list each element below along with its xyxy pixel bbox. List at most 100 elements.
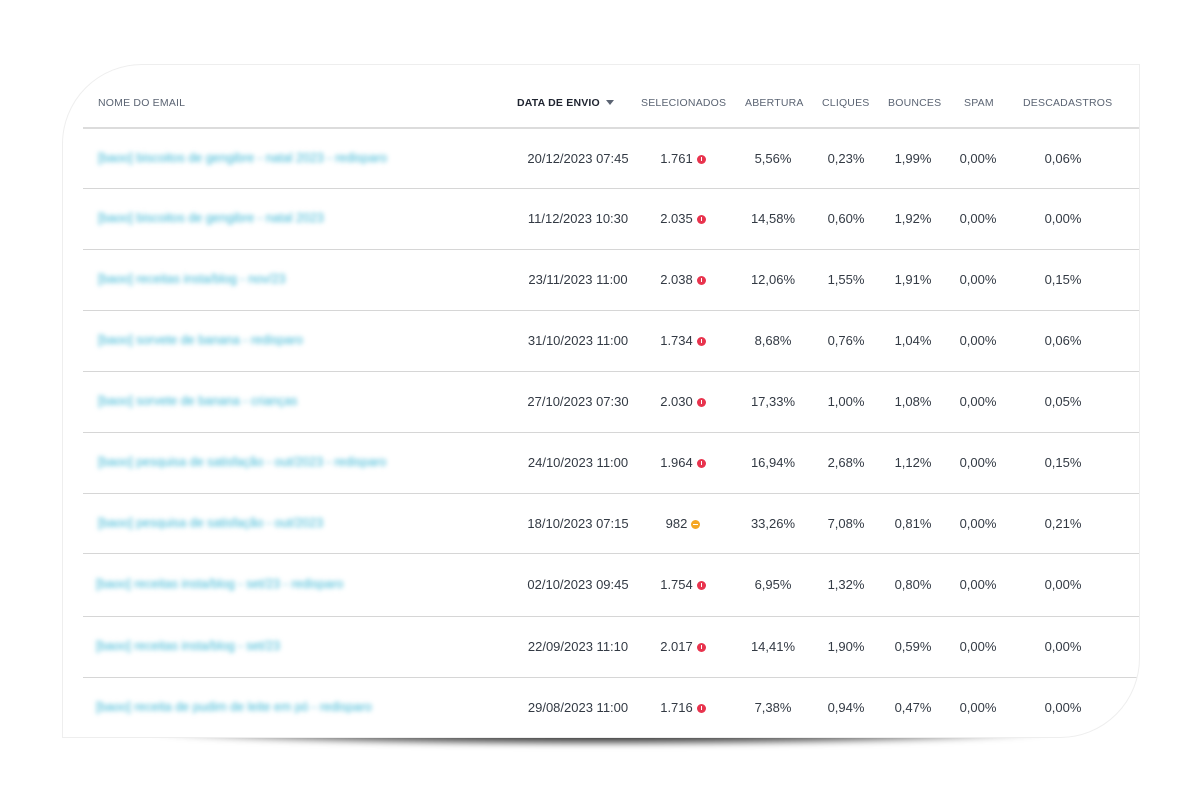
selected-count-cell: 1.754 — [638, 577, 728, 592]
spam-rate: 0,00% — [959, 272, 997, 287]
unsubscribe-rate: 0,00% — [1044, 211, 1082, 226]
open-rate: 16,94% — [750, 455, 796, 470]
email-name-link[interactable]: [baoo] receitas insta/blog - nov/23 — [98, 272, 286, 286]
send-date: 29/08/2023 11:00 — [527, 700, 629, 715]
table-row[interactable]: [baoo] sorvete de banana - crianças 27/10… — [83, 372, 1139, 433]
email-name-link[interactable]: [baoo] biscoitos de gengibre - natal 202… — [98, 151, 388, 165]
column-header-open[interactable]: ABERTURA — [745, 97, 804, 109]
column-header-selected[interactable]: SELECIONADOS — [641, 97, 727, 109]
email-table: NOME DO EMAIL DATA DE ENVIO SELECIONADOS… — [83, 65, 1139, 737]
alert-exclamation-icon[interactable] — [696, 704, 706, 714]
alert-exclamation-icon[interactable] — [696, 643, 706, 653]
email-name-link[interactable]: [baoo] biscoitos de gengibre - natal 202… — [98, 211, 324, 225]
send-date: 31/10/2023 11:00 — [527, 333, 629, 348]
selected-count: 982 — [665, 516, 688, 531]
bounce-rate: 1,04% — [894, 333, 932, 348]
bounce-rate: 0,47% — [894, 700, 932, 715]
alert-exclamation-icon[interactable] — [696, 215, 706, 225]
email-name-link[interactable]: [baoo] receitas insta/blog - set/23 — [96, 639, 281, 653]
click-rate: 1,90% — [827, 639, 865, 654]
selected-count-cell: 2.017 — [638, 639, 728, 654]
alert-exclamation-icon[interactable] — [696, 398, 706, 408]
selected-count-cell: 982 — [638, 516, 728, 531]
column-header-spam[interactable]: SPAM — [964, 97, 994, 109]
send-date: 22/09/2023 11:10 — [527, 639, 629, 654]
spam-rate: 0,00% — [959, 639, 997, 654]
selected-count: 1.716 — [660, 700, 693, 715]
unsubscribe-rate: 0,06% — [1044, 151, 1082, 166]
column-header-clicks[interactable]: CLIQUES — [822, 97, 870, 109]
selected-count: 2.017 — [660, 639, 693, 654]
click-rate: 0,76% — [827, 333, 865, 348]
table-row[interactable]: [baoo] biscoitos de gengibre - natal 202… — [83, 129, 1139, 189]
selected-count: 1.964 — [660, 455, 693, 470]
bounce-rate: 0,80% — [894, 577, 932, 592]
selected-count: 2.035 — [660, 211, 693, 226]
alert-exclamation-icon[interactable] — [696, 459, 706, 469]
selected-count: 2.038 — [660, 272, 693, 287]
table-row[interactable]: [baoo] receitas insta/blog - set/23 22/09… — [83, 617, 1139, 678]
unsubscribe-rate: 0,15% — [1044, 272, 1082, 287]
email-name-link[interactable]: [baoo] sorvete de banana - redisparo — [98, 333, 303, 347]
open-rate: 6,95% — [754, 577, 792, 592]
spam-rate: 0,00% — [959, 211, 997, 226]
open-rate: 14,41% — [750, 639, 796, 654]
selected-count: 1.761 — [660, 151, 693, 166]
table-row[interactable]: [baoo] biscoitos de gengibre - natal 202… — [83, 189, 1139, 250]
table-row[interactable]: [baoo] pesquisa de satisfação - out/2023… — [83, 494, 1139, 554]
column-header-bounces[interactable]: BOUNCES — [888, 97, 942, 109]
alert-exclamation-icon[interactable] — [696, 337, 706, 347]
email-name-link[interactable]: [baoo] pesquisa de satisfação - out/2023 — [98, 516, 324, 530]
email-name-link[interactable]: [baoo] receita de pudim de leite em pó -… — [96, 700, 372, 714]
unsubscribe-rate: 0,21% — [1044, 516, 1082, 531]
spam-rate: 0,00% — [959, 577, 997, 592]
table-row[interactable]: [baoo] receita de pudim de leite em pó -… — [83, 678, 1139, 737]
send-date: 23/11/2023 11:00 — [528, 272, 628, 287]
selected-count: 1.734 — [660, 333, 693, 348]
warning-minus-icon[interactable] — [691, 520, 701, 530]
table-body: [baoo] biscoitos de gengibre - natal 202… — [83, 129, 1139, 737]
open-rate: 5,56% — [754, 151, 792, 166]
open-rate: 14,58% — [750, 211, 796, 226]
unsubscribe-rate: 0,00% — [1044, 700, 1082, 715]
table-row[interactable]: [baoo] receitas insta/blog - nov/23 23/11… — [83, 250, 1139, 311]
click-rate: 0,60% — [827, 211, 865, 226]
column-header-date[interactable]: DATA DE ENVIO — [517, 97, 600, 109]
spam-rate: 0,00% — [959, 333, 997, 348]
unsubscribe-rate: 0,15% — [1044, 455, 1082, 470]
open-rate: 12,06% — [750, 272, 796, 287]
table-header: NOME DO EMAIL DATA DE ENVIO SELECIONADOS… — [83, 65, 1139, 129]
selected-count-cell: 1.964 — [638, 455, 728, 470]
column-header-name[interactable]: NOME DO EMAIL — [98, 97, 186, 109]
table-row[interactable]: [baoo] receitas insta/blog - set/23 - re… — [83, 554, 1139, 617]
caret-down-icon[interactable] — [606, 100, 614, 105]
send-date: 18/10/2023 07:15 — [527, 516, 629, 531]
column-header-unsubscribes[interactable]: DESCADASTROS — [1023, 97, 1113, 109]
unsubscribe-rate: 0,05% — [1044, 394, 1082, 409]
email-name-link[interactable]: [baoo] sorvete de banana - crianças — [98, 394, 298, 408]
selected-count-cell: 2.030 — [638, 394, 728, 409]
alert-exclamation-icon[interactable] — [696, 155, 706, 165]
bounce-rate: 1,91% — [894, 272, 932, 287]
click-rate: 1,32% — [827, 577, 865, 592]
spam-rate: 0,00% — [959, 700, 997, 715]
unsubscribe-rate: 0,00% — [1044, 639, 1082, 654]
bounce-rate: 0,59% — [894, 639, 932, 654]
send-date: 02/10/2023 09:45 — [527, 577, 629, 592]
send-date: 27/10/2023 07:30 — [527, 394, 629, 409]
alert-exclamation-icon[interactable] — [696, 276, 706, 286]
click-rate: 0,94% — [827, 700, 865, 715]
bounce-rate: 1,08% — [894, 394, 932, 409]
spam-rate: 0,00% — [959, 516, 997, 531]
table-row[interactable]: [baoo] sorvete de banana - redisparo 31/1… — [83, 311, 1139, 372]
send-date: 24/10/2023 11:00 — [527, 455, 629, 470]
alert-exclamation-icon[interactable] — [696, 581, 706, 591]
click-rate: 7,08% — [827, 516, 865, 531]
table-row[interactable]: [baoo] pesquisa de satisfação - out/2023… — [83, 433, 1139, 494]
email-name-link[interactable]: [baoo] receitas insta/blog - set/23 - re… — [96, 577, 344, 591]
click-rate: 1,00% — [827, 394, 865, 409]
bounce-rate: 0,81% — [894, 516, 932, 531]
selected-count: 1.754 — [660, 577, 693, 592]
email-name-link[interactable]: [baoo] pesquisa de satisfação - out/2023… — [98, 455, 387, 469]
